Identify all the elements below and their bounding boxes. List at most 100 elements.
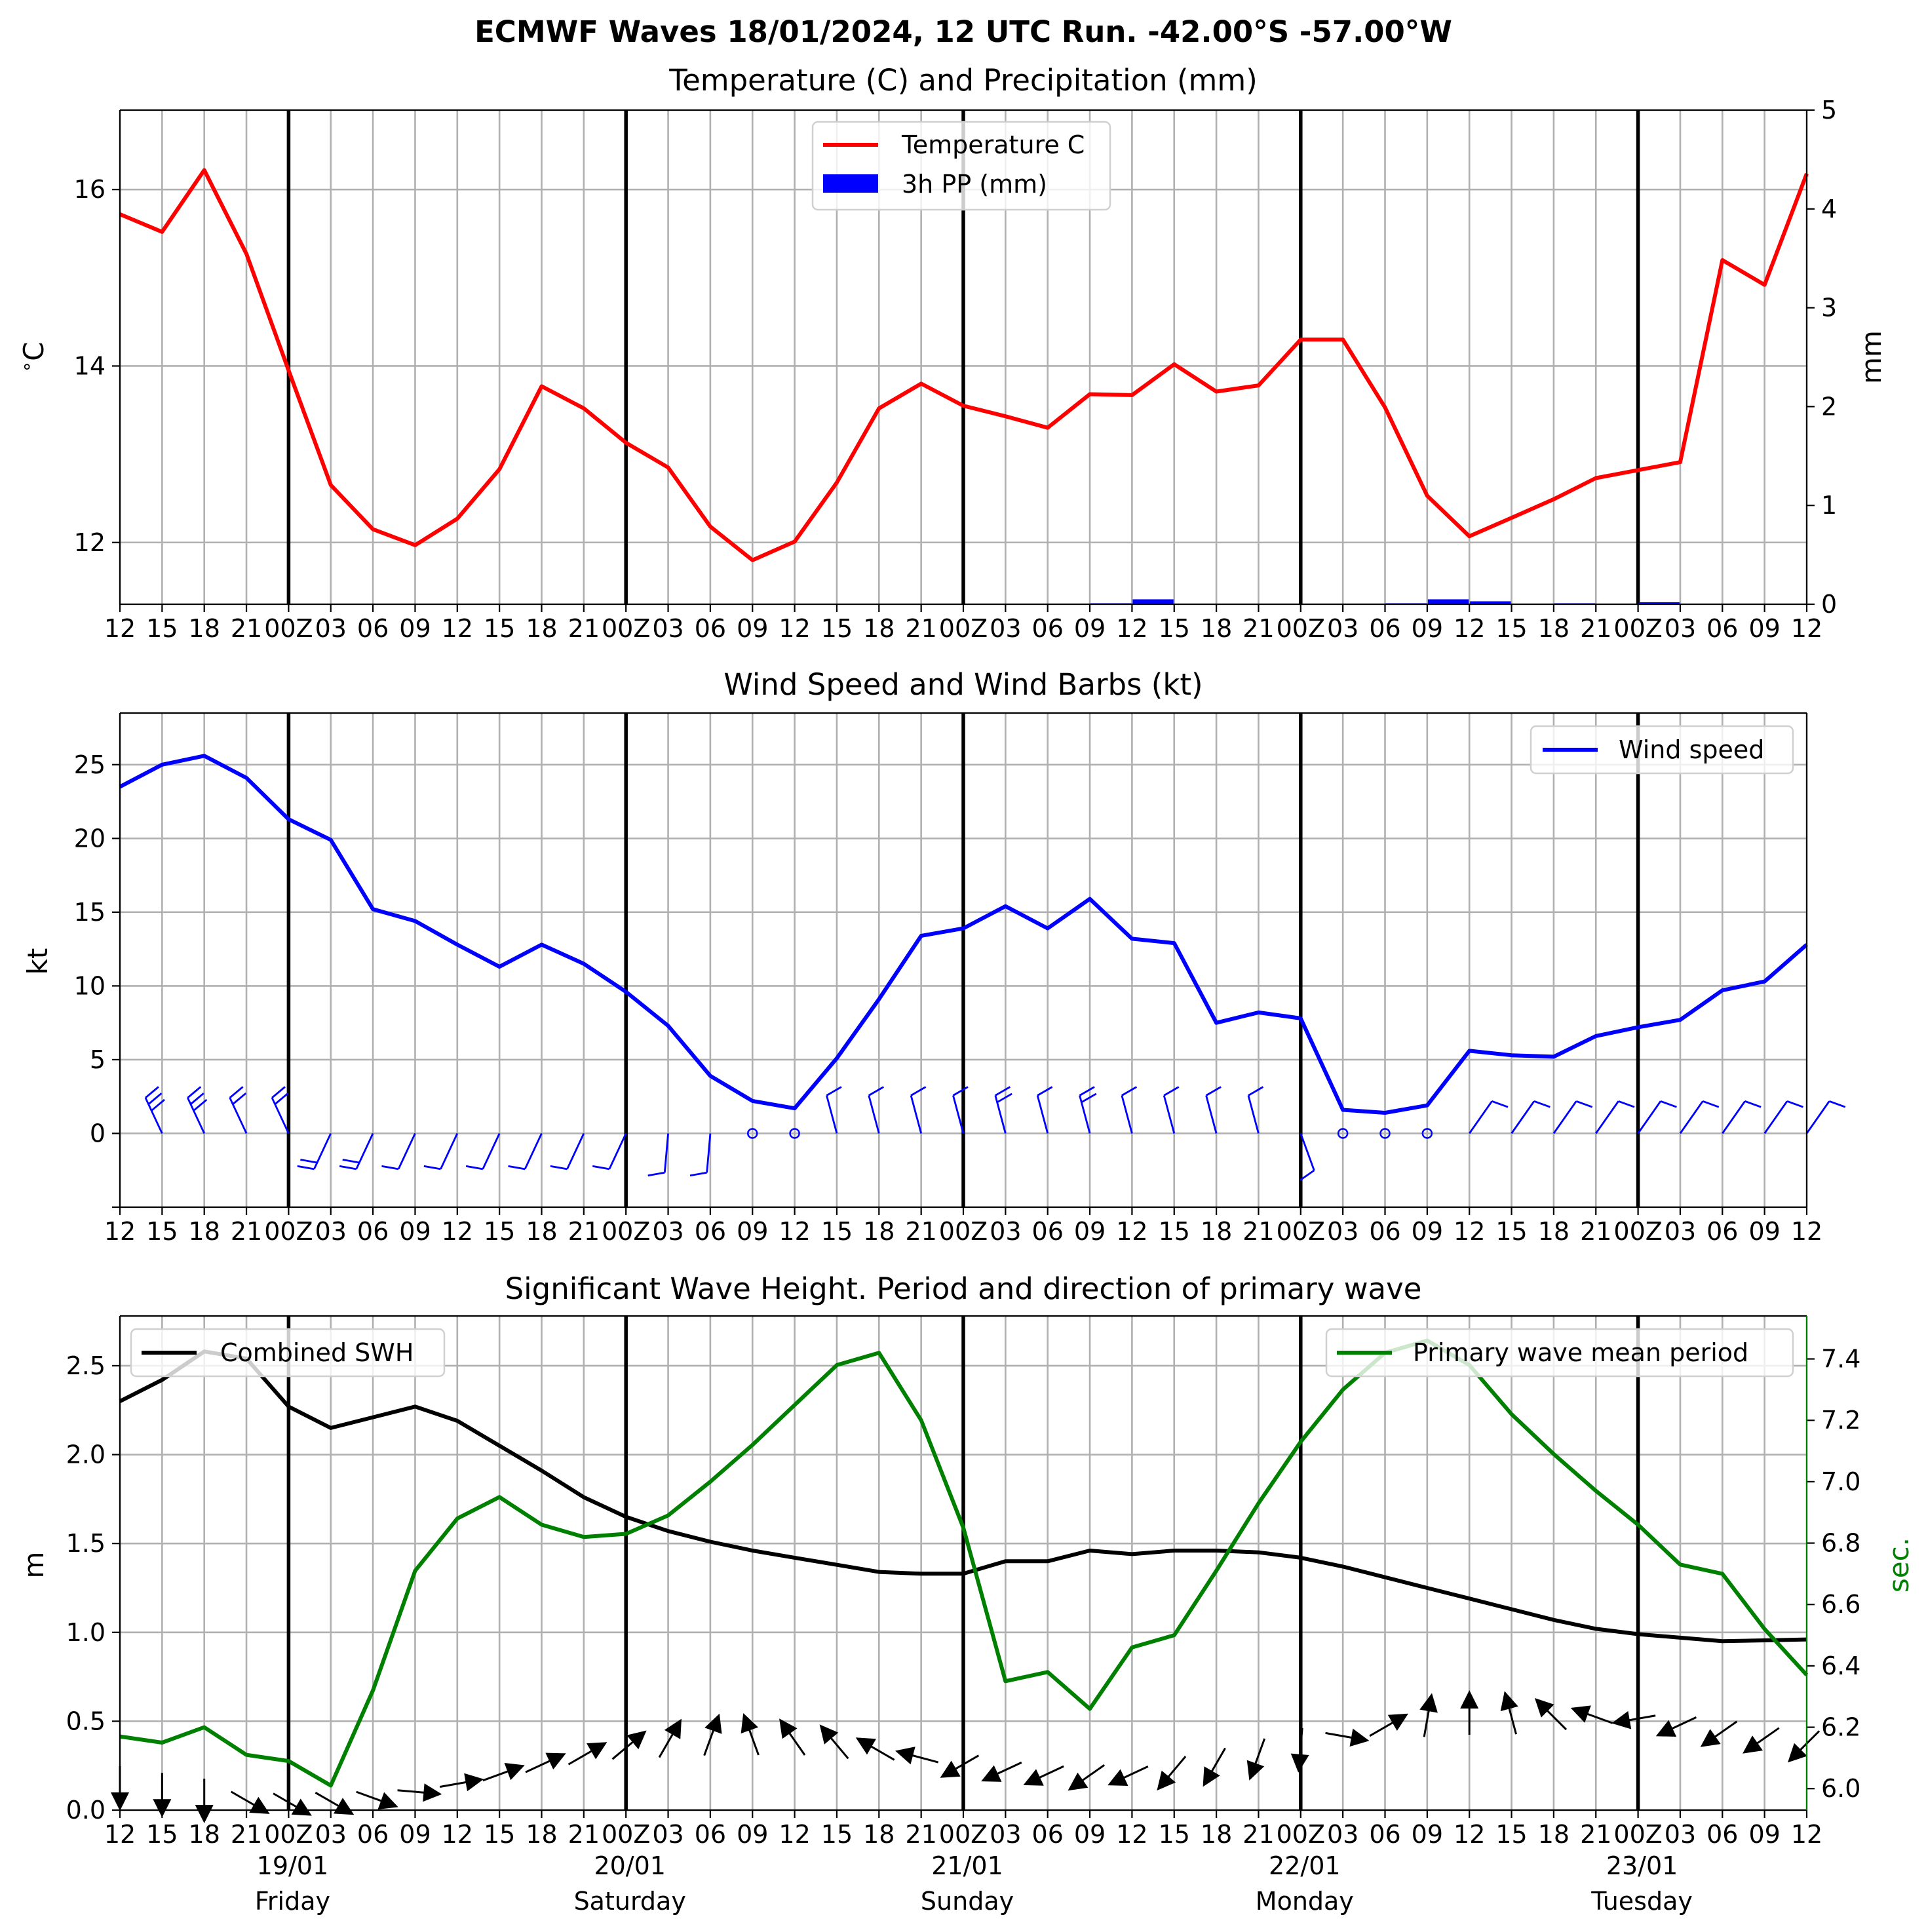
y-tick-label: 0.0 [66, 1796, 106, 1825]
x-tick-label: 06 [1706, 1217, 1738, 1246]
x-tick-label: 15 [1159, 614, 1190, 643]
x-tick-label: 18 [1538, 1217, 1570, 1246]
x-tick-label: 03 [1665, 1217, 1696, 1246]
precipitation-bar [1638, 602, 1680, 604]
y2-tick-label: 6.8 [1821, 1529, 1860, 1558]
date-label: 22/01 [1269, 1851, 1341, 1880]
wind-barb-flag [145, 1086, 159, 1099]
x-tick-label: 00Z [1613, 1217, 1662, 1246]
x-tick-label: 18 [1538, 1820, 1570, 1849]
legend-period-label: Primary wave mean period [1413, 1338, 1748, 1367]
wind-barb-flag [381, 1165, 399, 1170]
x-tick-label: 03 [315, 1820, 347, 1849]
svg-text:∘C: ∘C [16, 342, 50, 373]
wave-direction-arrow-head [1419, 1693, 1438, 1713]
wind-barb-flag [1533, 1100, 1550, 1108]
x-tick-label: 18 [526, 1217, 557, 1246]
wind-barb-flag [229, 1086, 244, 1099]
x-tick-label: 00Z [602, 614, 650, 643]
date-label: 20/01 [594, 1851, 666, 1880]
wind-barb-flag [465, 1165, 484, 1170]
wave-direction-arrow-head [1290, 1753, 1309, 1773]
x-tick-label: 15 [821, 1217, 853, 1246]
wind-panel-title: Wind Speed and Wind Barbs (kt) [723, 667, 1203, 702]
wave-direction-arrow-head [1460, 1690, 1479, 1709]
significant-wave-height-line [119, 1349, 1807, 1644]
x-tick-label: 06 [1032, 614, 1064, 643]
wind-barb-flag [151, 1098, 165, 1111]
x-tick-label: 09 [399, 614, 431, 643]
wind-barb-shaft [1121, 1095, 1133, 1134]
y2-tick-label: 2 [1821, 392, 1837, 421]
legend-precipitation-swatch [823, 174, 878, 193]
wind-barb-shaft [706, 1133, 712, 1173]
wind-barb-shaft [952, 1095, 965, 1134]
x-tick-label: 15 [821, 614, 853, 643]
wave-direction-arrow-head [1534, 1698, 1554, 1718]
wind-barb-shaft [1247, 1095, 1260, 1134]
x-tick-label: 15 [821, 1820, 853, 1849]
wave-direction-arrow-head [1203, 1766, 1220, 1787]
wind-barb-flag [1300, 1169, 1315, 1181]
wave-direction-arrow-head [704, 1713, 722, 1734]
wind-barb-flag [1121, 1086, 1138, 1096]
x-tick-label: 06 [1369, 614, 1400, 643]
x-tick-label: 12 [104, 1820, 136, 1849]
wind-barb-flag [1079, 1086, 1095, 1096]
wind-barb-shaft [1511, 1100, 1535, 1134]
x-tick-label: 21 [1242, 1217, 1274, 1246]
wind-barb-flag [508, 1165, 526, 1170]
wave-direction-arrow-head [626, 1730, 647, 1750]
wave-direction-arrow-head [1500, 1691, 1518, 1712]
wave-direction-arrow-head [855, 1737, 876, 1755]
wind-barb-flag [1786, 1100, 1803, 1108]
x-tick-label: 09 [1412, 1820, 1443, 1849]
x-tick-label: 00Z [939, 1820, 988, 1849]
wind-barb-flag [1828, 1100, 1846, 1108]
wind-barb-calm [747, 1128, 758, 1139]
wave-direction-arrow-head [895, 1747, 915, 1765]
x-tick-label: 09 [737, 614, 768, 643]
y2-tick-label: 6.0 [1821, 1774, 1860, 1803]
wave-direction-arrow-head [1246, 1760, 1265, 1781]
x-tick-label: 21 [905, 1820, 936, 1849]
wind-barb-flag [1575, 1100, 1593, 1108]
wind-barb-flag [689, 1171, 707, 1177]
precipitation-y-axis-label: mm [1855, 330, 1887, 384]
legend-box [1530, 725, 1794, 775]
date-label: 23/01 [1606, 1851, 1678, 1880]
wind-speed-line [119, 754, 1808, 1115]
wave-period-line [119, 1338, 1809, 1788]
wind-barb-shaft [1552, 1100, 1577, 1134]
wave-direction-arrow-head [464, 1773, 484, 1792]
x-tick-label: 18 [189, 614, 220, 643]
wind-barb-flag [339, 1165, 356, 1170]
y-tick-label: 2.5 [66, 1351, 106, 1380]
wind-barb-shaft [1722, 1100, 1746, 1134]
legend-wind-label: Wind speed [1619, 735, 1764, 764]
y2-tick-label: 5 [1821, 96, 1837, 125]
legend-temperature-label: Temperature C [901, 130, 1085, 159]
x-tick-label: 09 [1748, 1820, 1780, 1849]
x-tick-label: 06 [1706, 1820, 1738, 1849]
legend-precipitation-label: 3h PP (mm) [902, 170, 1047, 199]
x-tick-label: 21 [231, 1820, 262, 1849]
weekday-label: Sunday [921, 1887, 1014, 1916]
wind-barb-calm [1379, 1128, 1391, 1139]
x-tick-label: 21 [905, 1217, 936, 1246]
x-tick-label: 21 [231, 614, 262, 643]
wind-barb-flag [592, 1165, 610, 1170]
date-label: 21/01 [931, 1851, 1003, 1880]
wave-direction-arrow-head [940, 1760, 961, 1778]
x-tick-label: 00Z [939, 1217, 988, 1246]
y-tick-label: 20 [74, 824, 106, 853]
x-tick-label: 03 [1327, 1820, 1358, 1849]
wind-barb-flag [647, 1171, 665, 1177]
wind-barb-flag [826, 1086, 842, 1096]
x-tick-label: 09 [1748, 1217, 1780, 1246]
x-tick-label: 21 [905, 614, 936, 643]
x-tick-label: 21 [568, 614, 600, 643]
x-tick-label: 21 [1580, 1820, 1611, 1849]
wave-direction-arrow-head [153, 1799, 172, 1818]
